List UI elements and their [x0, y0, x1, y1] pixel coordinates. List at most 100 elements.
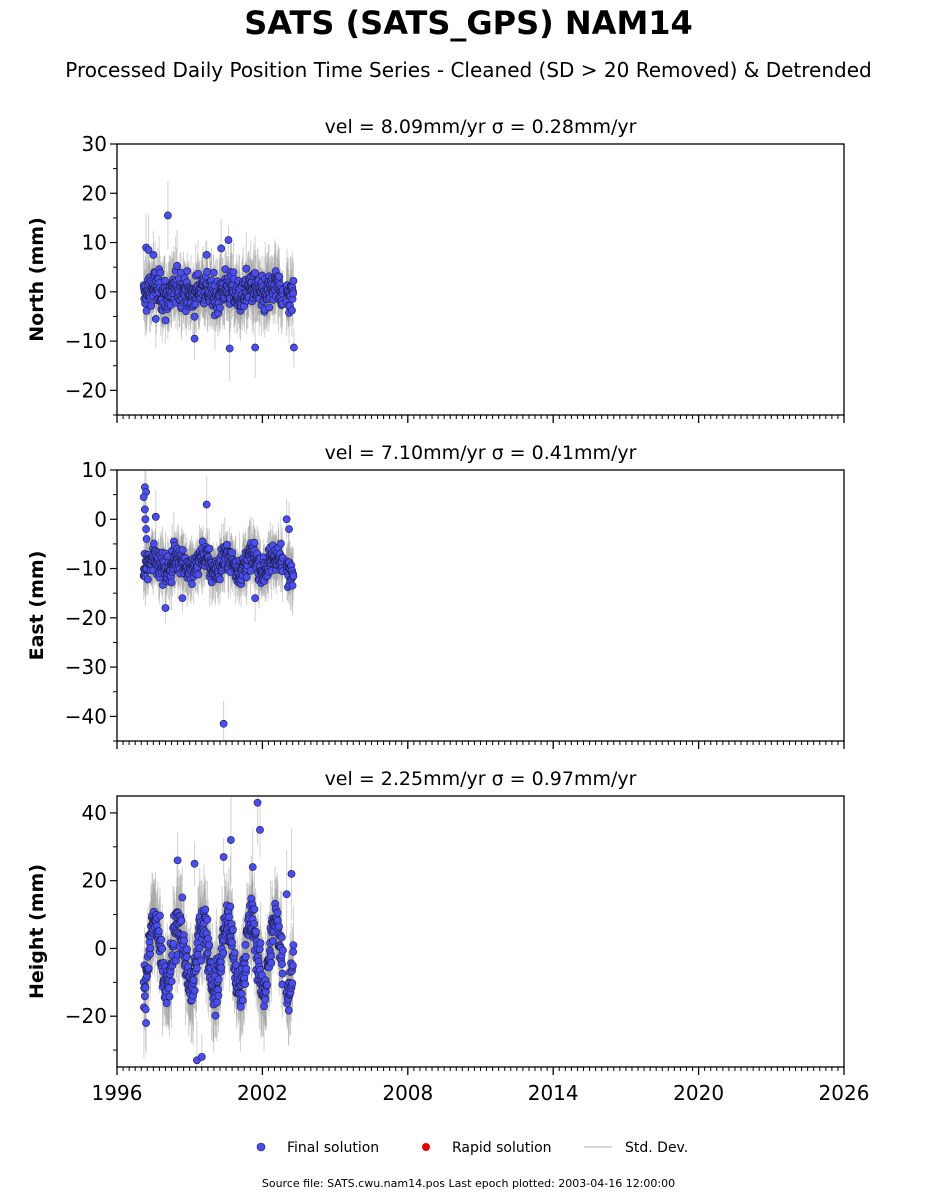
data-point — [178, 893, 187, 902]
y-tick-label: −20 — [65, 1004, 107, 1028]
x-tick-label: 2008 — [382, 1081, 433, 1105]
panel-east: vel = 7.10mm/yr σ = 0.41mm/yr East (mm) −4… — [26, 442, 845, 749]
data-point — [202, 250, 211, 259]
data-point — [224, 913, 233, 921]
data-point — [215, 575, 224, 584]
data-points-east — [139, 470, 298, 741]
data-point — [142, 535, 151, 543]
y-tick-label: 10 — [82, 231, 107, 255]
panel-title-east: vel = 7.10mm/yr σ = 0.41mm/yr — [325, 442, 637, 464]
y-tick-label: 40 — [82, 801, 107, 825]
panel-title-height: vel = 2.25mm/yr σ = 0.97mm/yr — [325, 768, 637, 790]
data-point — [161, 604, 170, 612]
data-point — [194, 269, 202, 278]
data-point — [213, 998, 221, 1007]
data-point — [141, 983, 150, 992]
data-point — [165, 992, 174, 1001]
y-tick-label: −20 — [65, 606, 107, 630]
data-point — [251, 343, 260, 352]
x-tick-label: 2002 — [237, 1081, 288, 1105]
data-point — [205, 941, 213, 949]
data-point — [190, 986, 199, 995]
data-point — [219, 853, 228, 861]
data-point — [140, 505, 149, 514]
y-axis-label-height: Height (mm) — [26, 864, 48, 999]
data-point — [253, 798, 262, 807]
y-tick-label: −10 — [65, 557, 107, 581]
data-point — [151, 315, 160, 323]
data-point — [197, 1052, 206, 1061]
legend-stddev-label: Std. Dev. — [625, 1140, 688, 1156]
data-points-north — [139, 181, 298, 382]
data-point — [275, 272, 284, 281]
y-tick-label: 0 — [94, 936, 107, 960]
data-point — [228, 548, 236, 557]
data-point — [285, 525, 293, 534]
data-point — [139, 493, 148, 501]
y-tick-label: 0 — [94, 280, 107, 304]
y-tick-label: −40 — [65, 704, 107, 728]
data-point — [143, 575, 152, 584]
data-point — [250, 919, 259, 928]
y-tick-label: −10 — [65, 329, 107, 353]
data-point — [289, 289, 298, 298]
data-point — [250, 905, 259, 914]
data-point — [183, 267, 192, 275]
data-point — [248, 863, 257, 872]
data-point — [224, 236, 233, 244]
data-point — [165, 983, 173, 992]
legend-rapid-label: Rapid solution — [452, 1140, 552, 1156]
data-point — [230, 948, 239, 957]
data-point — [229, 925, 237, 934]
data-point — [151, 512, 160, 521]
data-point — [203, 915, 212, 924]
data-point — [237, 989, 246, 998]
data-point — [252, 927, 260, 936]
data-point — [261, 995, 270, 1004]
legend-final-marker — [256, 1142, 266, 1152]
data-point — [241, 952, 250, 961]
data-point — [288, 979, 297, 988]
data-point — [141, 1005, 150, 1014]
y-tick-label: 20 — [82, 869, 107, 893]
data-point — [241, 940, 250, 949]
data-point — [203, 267, 211, 276]
x-tick-label: 2020 — [673, 1081, 724, 1105]
data-point — [144, 964, 153, 973]
data-point — [158, 944, 167, 953]
data-point — [217, 244, 226, 253]
data-point — [215, 303, 224, 312]
data-point — [251, 594, 260, 603]
panel-frame-east — [116, 469, 845, 742]
data-point — [217, 963, 226, 972]
data-point — [277, 933, 286, 942]
y-tick-label: 10 — [82, 458, 107, 482]
data-point — [250, 538, 259, 547]
data-point — [177, 916, 186, 925]
data-point — [149, 250, 158, 259]
data-point — [201, 905, 210, 914]
data-point — [190, 859, 199, 868]
data-point — [228, 938, 236, 947]
data-point — [154, 927, 163, 936]
data-point — [290, 343, 298, 352]
panel-height: vel = 2.25mm/yr σ = 0.97mm/yr Height (mm)… — [26, 768, 869, 1105]
data-point — [277, 539, 285, 548]
data-point — [190, 334, 199, 343]
data-point — [144, 246, 153, 254]
data-point — [142, 525, 150, 534]
data-point — [251, 268, 259, 277]
data-point — [226, 902, 235, 911]
data-point — [289, 941, 298, 950]
x-tick-label: 2014 — [528, 1081, 579, 1105]
data-point — [204, 934, 213, 943]
data-point — [167, 977, 176, 986]
x-tick-label: 1996 — [92, 1081, 143, 1105]
data-point — [265, 303, 274, 312]
data-point — [288, 306, 296, 315]
data-point — [236, 1002, 245, 1011]
data-point — [146, 944, 155, 952]
data-point — [219, 948, 228, 957]
